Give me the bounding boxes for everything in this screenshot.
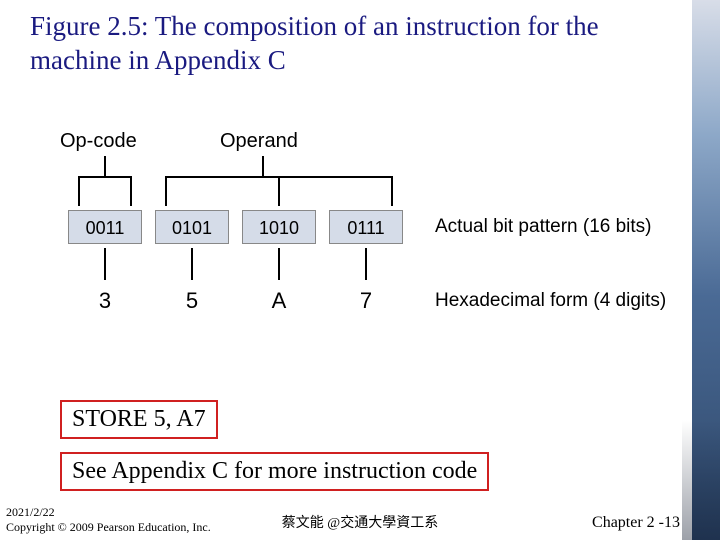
footer-center: 蔡文能 @交通大學資工系 [282,512,438,532]
operand-bracket-mid1 [278,176,280,206]
hex-line-2 [278,248,280,280]
footer-right: Chapter 2 -13 [592,514,680,532]
hex-line-0 [104,248,106,280]
hex-digit-3: 7 [329,288,403,314]
operand-bracket-left [165,176,167,206]
bits-side-label: Actual bit pattern (16 bits) [435,216,652,238]
footer-date: 2021/2/22 [6,505,211,519]
bit-box-0: 0011 [68,210,142,244]
bit-box-2: 1010 [242,210,316,244]
hex-line-1 [191,248,193,280]
opcode-bracket-stem [104,156,106,176]
decorative-border [692,0,720,540]
hex-digit-1: 5 [155,288,229,314]
hex-side-label: Hexadecimal form (4 digits) [435,290,666,312]
opcode-bracket-right [130,176,132,206]
opcode-label: Op-code [60,130,137,153]
appendix-note-box: See Appendix C for more instruction code [60,452,489,491]
operand-label: Operand [220,130,298,153]
operand-bracket-right [391,176,393,206]
instruction-diagram: Op-code Operand 0011 0101 1010 0111 Actu… [40,130,680,380]
store-instruction-box: STORE 5, A7 [60,400,218,439]
footer-copyright: Copyright © 2009 Pearson Education, Inc. [6,520,211,534]
opcode-bracket-left [78,176,80,206]
operand-bracket-stem [262,156,264,176]
hex-line-3 [365,248,367,280]
footer-left: 2021/2/22 Copyright © 2009 Pearson Educa… [6,505,211,534]
figure-title: Figure 2.5: The composition of an instru… [30,10,670,78]
bit-box-1: 0101 [155,210,229,244]
opcode-bracket-top [78,176,130,178]
hex-digit-2: A [242,288,316,314]
bit-box-3: 0111 [329,210,403,244]
hex-digit-0: 3 [68,288,142,314]
